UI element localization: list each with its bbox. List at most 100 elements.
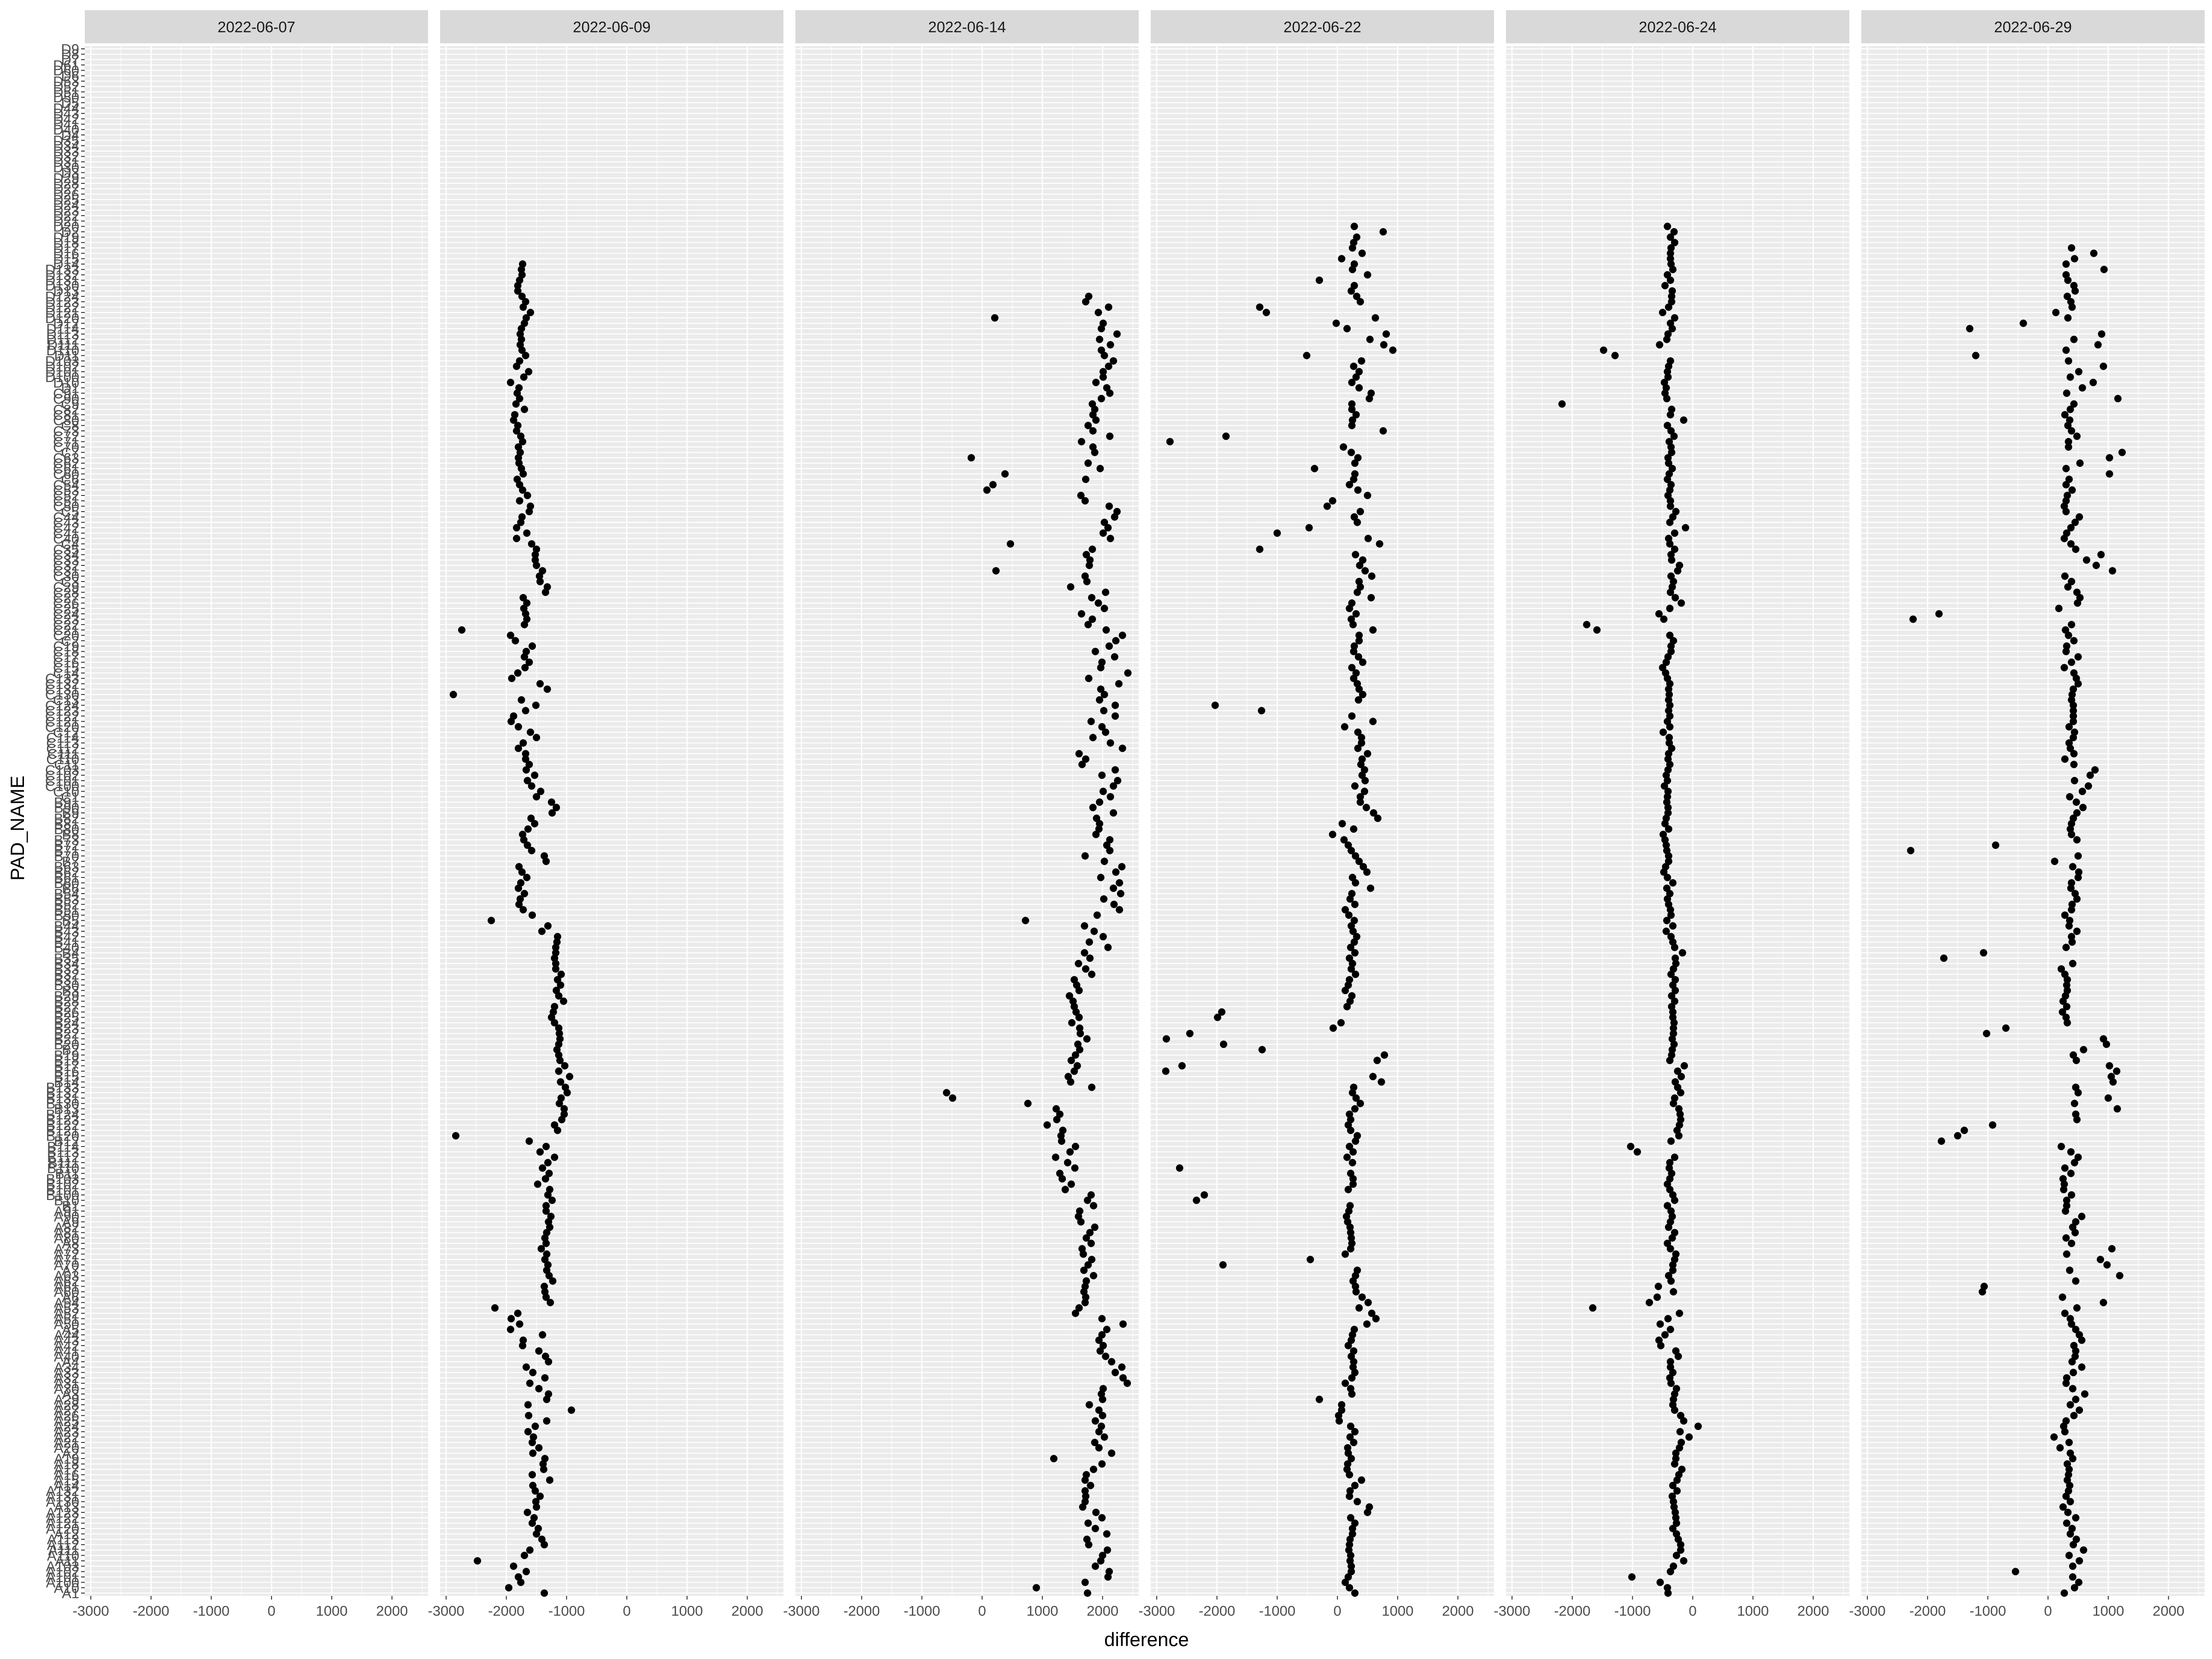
data-point xyxy=(1095,1406,1103,1414)
data-point xyxy=(543,1250,551,1258)
y-tick-label: B4 xyxy=(62,945,79,961)
data-point xyxy=(2070,685,2077,693)
y-tick-label: A111 xyxy=(48,1542,79,1559)
y-tick-label: A53 xyxy=(54,1300,79,1316)
data-point xyxy=(1256,303,1264,311)
y-tick-label: D23 xyxy=(53,202,79,218)
data-point xyxy=(1116,879,1124,887)
data-point xyxy=(1350,825,1358,833)
data-points xyxy=(1907,244,2126,1597)
data-point xyxy=(1376,540,1383,548)
data-point xyxy=(1077,610,1085,618)
y-tick-label: C42 xyxy=(53,520,79,536)
data-point xyxy=(2063,1519,2071,1527)
data-point xyxy=(555,1030,563,1037)
data-point xyxy=(551,1019,559,1027)
y-tick-label: C13 xyxy=(53,692,79,708)
data-point xyxy=(1084,422,1092,429)
y-tick-label: A26 xyxy=(54,1408,79,1424)
data-point xyxy=(1360,766,1368,774)
data-point xyxy=(1222,432,1230,440)
data-point xyxy=(545,1390,553,1398)
data-point xyxy=(1081,572,1089,580)
data-point xyxy=(541,1353,549,1360)
y-tick-label: C112 xyxy=(46,741,79,757)
data-point xyxy=(1086,954,1094,962)
data-point xyxy=(2069,1562,2077,1570)
data-point xyxy=(2068,906,2076,914)
data-point xyxy=(1668,556,1676,564)
panel-background xyxy=(85,46,428,1596)
data-point xyxy=(1350,642,1358,650)
x-tick-label: 1000 xyxy=(2092,1603,2124,1619)
data-point xyxy=(1303,352,1311,359)
y-tick-label: B103 xyxy=(46,1171,79,1187)
x-tick-label: -2000 xyxy=(1554,1603,1590,1619)
y-tick-label: B3 xyxy=(62,982,79,999)
y-tick-label: C111 xyxy=(47,746,79,762)
y-tick-label: A25 xyxy=(54,1413,79,1429)
data-point xyxy=(1081,852,1089,860)
y-tick-label: C8 xyxy=(61,418,79,434)
data-point xyxy=(1083,1589,1091,1597)
data-point xyxy=(2068,933,2076,941)
data-point xyxy=(2074,653,2082,661)
data-points xyxy=(449,260,575,1597)
data-point xyxy=(1373,1057,1381,1065)
data-point xyxy=(1677,1439,1685,1447)
data-point xyxy=(1104,943,1112,951)
data-point xyxy=(543,1417,551,1425)
data-point xyxy=(1671,1094,1678,1102)
data-point xyxy=(2073,1304,2081,1312)
y-tick-label: B124 xyxy=(46,1106,79,1123)
data-point xyxy=(1112,1369,1119,1377)
data-point xyxy=(1670,1288,1677,1296)
x-tick-label: 0 xyxy=(2044,1603,2052,1619)
x-tick-label: -3000 xyxy=(428,1603,464,1619)
data-point xyxy=(1347,1423,1354,1430)
data-point xyxy=(1096,335,1104,343)
data-point xyxy=(2002,1024,2010,1032)
data-point xyxy=(2055,605,2063,612)
data-point xyxy=(949,1094,957,1102)
gridlines xyxy=(85,46,428,1596)
data-point xyxy=(1665,739,1673,747)
data-point xyxy=(1355,368,1363,376)
y-tick-label: A13 xyxy=(54,1499,79,1515)
y-tick-label: B18 xyxy=(54,1053,79,1069)
data-point xyxy=(1347,922,1355,930)
data-point xyxy=(2074,1153,2082,1161)
data-point xyxy=(1389,346,1397,354)
data-point xyxy=(1350,1439,1358,1447)
data-point xyxy=(2012,1568,2019,1576)
data-point xyxy=(1218,1008,1226,1016)
data-point xyxy=(1087,1240,1095,1247)
data-point xyxy=(536,1492,544,1500)
data-point xyxy=(1105,303,1112,311)
data-point xyxy=(547,1299,554,1306)
data-point xyxy=(1347,1170,1354,1177)
data-point xyxy=(1665,1272,1672,1280)
facet-strip xyxy=(440,10,783,43)
y-tick-label: B6 xyxy=(62,880,79,896)
data-point xyxy=(515,863,523,871)
data-point xyxy=(1082,476,1089,483)
data-point xyxy=(1085,938,1093,946)
data-point xyxy=(537,788,545,795)
x-tick-label: -1000 xyxy=(904,1603,940,1619)
data-point xyxy=(2078,1212,2086,1220)
data-point xyxy=(1355,577,1363,585)
data-point xyxy=(2069,1573,2077,1581)
data-point xyxy=(535,1524,542,1532)
data-point xyxy=(2107,1073,2115,1081)
data-point xyxy=(2083,556,2090,564)
y-tick-label: B51 xyxy=(54,902,79,918)
data-point xyxy=(1670,1562,1677,1570)
data-point xyxy=(2062,260,2070,268)
data-point xyxy=(1662,863,1670,871)
data-point xyxy=(1680,1062,1688,1070)
data-point xyxy=(2057,965,2065,973)
data-point xyxy=(2084,782,2092,790)
data-point xyxy=(1352,852,1359,860)
y-tick-label: A27 xyxy=(54,1402,79,1418)
